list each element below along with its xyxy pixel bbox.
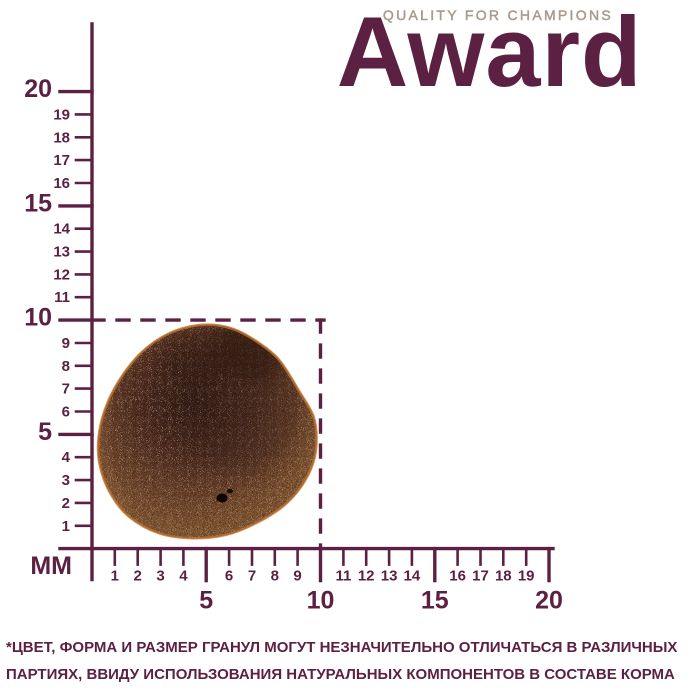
- svg-text:2: 2: [62, 495, 70, 512]
- svg-text:3: 3: [62, 472, 70, 489]
- svg-text:6: 6: [225, 568, 233, 585]
- svg-text:7: 7: [62, 381, 70, 398]
- svg-text:12: 12: [358, 568, 375, 585]
- svg-text:5: 5: [199, 587, 213, 615]
- svg-text:QUALITY FOR CHAMPIONS: QUALITY FOR CHAMPIONS: [383, 7, 613, 23]
- svg-text:9: 9: [293, 568, 301, 585]
- svg-text:7: 7: [248, 568, 256, 585]
- svg-text:20: 20: [24, 75, 52, 103]
- svg-text:8: 8: [271, 568, 279, 585]
- svg-text:12: 12: [53, 266, 70, 283]
- svg-text:10: 10: [307, 587, 335, 615]
- svg-text:19: 19: [53, 106, 70, 123]
- svg-text:19: 19: [518, 568, 535, 585]
- svg-text:18: 18: [53, 129, 70, 146]
- svg-text:1: 1: [111, 568, 119, 585]
- svg-text:4: 4: [62, 449, 71, 466]
- svg-text:14: 14: [404, 568, 421, 585]
- svg-text:5: 5: [38, 418, 52, 446]
- svg-text:MM: MM: [30, 552, 72, 580]
- svg-text:6: 6: [62, 404, 70, 421]
- svg-text:ПАРТИЯХ, ВВИДУ ИСПОЛЬЗОВАНИЯ Н: ПАРТИЯХ, ВВИДУ ИСПОЛЬЗОВАНИЯ НАТУРАЛЬНЫХ…: [6, 666, 675, 683]
- svg-text:1: 1: [62, 518, 70, 535]
- svg-text:4: 4: [179, 568, 188, 585]
- svg-text:13: 13: [381, 568, 398, 585]
- svg-text:13: 13: [53, 244, 70, 261]
- svg-text:11: 11: [54, 289, 70, 306]
- svg-text:16: 16: [449, 568, 466, 585]
- svg-text:2: 2: [134, 568, 142, 585]
- svg-text:17: 17: [53, 152, 70, 169]
- svg-text:17: 17: [472, 568, 489, 585]
- svg-text:9: 9: [62, 335, 70, 352]
- svg-text:20: 20: [535, 587, 563, 615]
- svg-text:15: 15: [421, 587, 449, 615]
- svg-text:8: 8: [62, 358, 70, 375]
- svg-text:16: 16: [53, 175, 70, 192]
- svg-text:10: 10: [24, 304, 52, 332]
- svg-text:*ЦВЕТ, ФОРМА И РАЗМЕР ГРАНУЛ М: *ЦВЕТ, ФОРМА И РАЗМЕР ГРАНУЛ МОГУТ НЕЗНА…: [6, 639, 677, 656]
- svg-text:3: 3: [156, 568, 164, 585]
- svg-text:18: 18: [495, 568, 512, 585]
- svg-text:11: 11: [335, 568, 351, 585]
- svg-text:15: 15: [24, 189, 52, 217]
- svg-text:14: 14: [53, 221, 70, 238]
